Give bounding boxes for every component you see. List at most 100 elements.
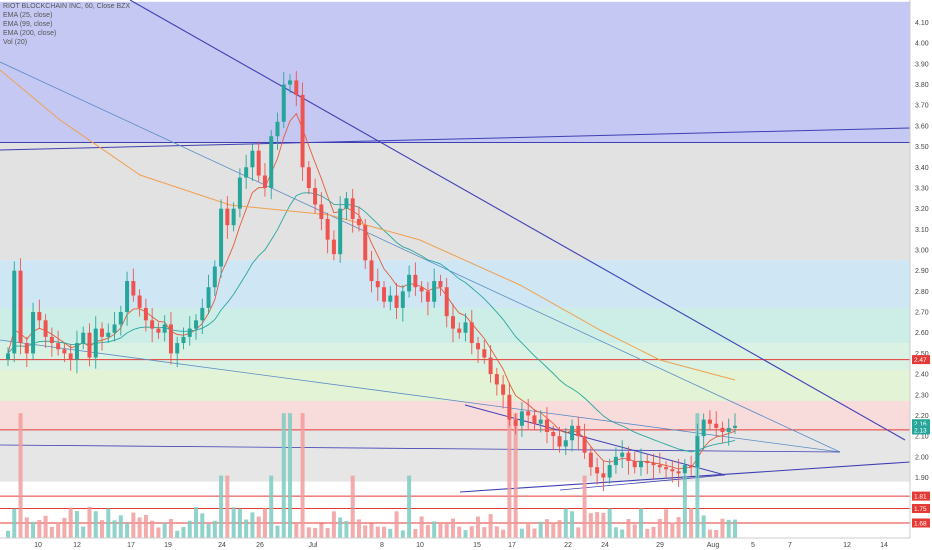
- y-tick-label: 2.90: [915, 268, 929, 275]
- volume-bar: [607, 508, 612, 538]
- volume-bar: [482, 527, 487, 538]
- candle-body: [325, 218, 330, 240]
- y-tick-label: 1.90: [915, 475, 929, 482]
- volume-bar: [212, 520, 217, 538]
- x-axis-panel: [0, 538, 932, 550]
- volume-bar: [250, 512, 255, 538]
- volume-bar: [551, 522, 556, 538]
- price-badge-box: [912, 419, 930, 429]
- volume-bar: [620, 529, 625, 538]
- volume-bar: [231, 507, 236, 538]
- volume-bar: [657, 518, 662, 538]
- fib-band: [0, 1, 910, 143]
- candle-body: [194, 320, 199, 329]
- candle-body: [225, 208, 230, 226]
- volume-bar: [444, 521, 449, 538]
- legend-item-ema25: EMA (25, close): [3, 12, 53, 19]
- volume-bar: [670, 522, 675, 538]
- candle-body: [519, 411, 524, 426]
- chart-legend: RIOT BLOCKCHAIN INC, 60, Close BZX EMA (…: [3, 2, 130, 47]
- volume-bar: [281, 413, 286, 538]
- y-tick-label: 2.80: [915, 289, 929, 296]
- candle-body: [175, 343, 180, 354]
- candle-body: [645, 460, 650, 464]
- y-axis-panel: [910, 0, 932, 550]
- candle-body: [344, 198, 349, 209]
- candle-body: [513, 419, 518, 426]
- price-badge: 1.75: [912, 504, 930, 514]
- price-badge-label: 1.75: [914, 506, 927, 513]
- candle-body: [250, 150, 255, 168]
- y-tick-label: 3.40: [915, 165, 929, 172]
- candle-body: [670, 469, 675, 472]
- legend-item-vol: Vol (20): [3, 39, 28, 46]
- y-tick-label: 3.00: [915, 248, 929, 255]
- y-tick-label: 3.20: [915, 206, 929, 213]
- x-tick-label: 29: [656, 542, 664, 549]
- candle-body: [720, 427, 725, 432]
- volume-bar: [244, 519, 249, 538]
- x-tick-label: Jul: [309, 542, 318, 549]
- volume-bar: [557, 520, 562, 538]
- volume-bar: [288, 413, 293, 538]
- price-badge: 2.16: [912, 419, 930, 429]
- candle-body: [582, 436, 587, 453]
- candle-body: [463, 322, 468, 333]
- trendline: [129, 0, 906, 441]
- candle-body: [118, 312, 123, 325]
- volume-bar: [726, 519, 731, 538]
- candle-body: [682, 465, 687, 474]
- volume-bar: [49, 526, 54, 538]
- candle-body: [613, 456, 618, 466]
- x-tick-label: 24: [218, 542, 226, 549]
- candle-body: [262, 175, 267, 188]
- candle-body: [563, 440, 568, 447]
- candle-body: [68, 353, 73, 360]
- candle-body: [313, 187, 318, 205]
- volume-bar: [638, 508, 643, 538]
- candle-body: [31, 312, 36, 354]
- price-badge-box: [912, 425, 930, 435]
- volume-bar: [720, 518, 725, 538]
- volume-bar: [206, 523, 211, 538]
- candle-body: [350, 198, 355, 219]
- candle-body: [206, 287, 211, 308]
- y-tick-label: 3.90: [915, 61, 929, 68]
- candle-body: [382, 287, 387, 302]
- volume-bar: [369, 523, 374, 538]
- candle-body: [375, 281, 380, 288]
- y-tick-label: 3.10: [915, 227, 929, 234]
- candle-body: [501, 384, 506, 395]
- volume-bar: [137, 517, 142, 538]
- volume-bar: [526, 524, 531, 538]
- x-tick-label: 22: [564, 542, 572, 549]
- volume-bar: [43, 515, 48, 538]
- volume-bar: [375, 526, 380, 538]
- candle-body: [444, 287, 449, 317]
- volume-bar: [651, 526, 656, 538]
- candle-body: [244, 167, 249, 178]
- ema-99-line: [7, 192, 736, 453]
- volume-bar: [6, 530, 10, 538]
- candle-body: [726, 427, 731, 432]
- volume-bar: [219, 475, 224, 538]
- candle-body: [733, 425, 737, 428]
- candle-body: [269, 136, 274, 188]
- volume-bar: [450, 518, 455, 538]
- volume-bar: [544, 519, 549, 538]
- volume-bar: [563, 508, 568, 538]
- candle-body: [632, 460, 637, 468]
- candle-body: [425, 291, 430, 302]
- volume-bar: [112, 520, 117, 538]
- volume-bar: [62, 517, 67, 538]
- x-tick-label: 15: [473, 542, 481, 549]
- candle-body: [457, 328, 462, 333]
- trendline: [0, 339, 841, 453]
- volume-bar: [100, 520, 105, 538]
- volume-bar: [407, 475, 412, 538]
- candle-body: [62, 349, 67, 354]
- candle-body: [388, 295, 393, 302]
- candle-body: [288, 80, 293, 85]
